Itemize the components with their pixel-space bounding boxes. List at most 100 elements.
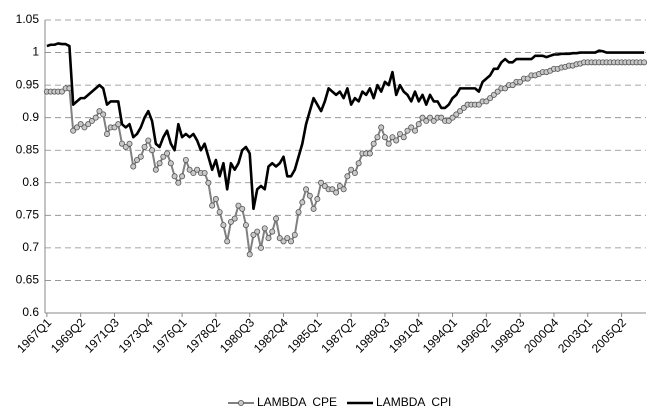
series-marker [502,85,509,92]
series-marker [381,134,388,141]
series-marker [490,91,497,98]
legend: LAMBDA CPE LAMBDA CPI [228,395,451,409]
x-tick-label: 2003Q1 [555,315,595,355]
x-tick-label: 1971Q3 [82,315,122,355]
series-marker [378,124,385,131]
series-marker [321,183,328,190]
series-marker [419,114,426,121]
series-marker [393,137,400,144]
series-marker [288,238,295,245]
series-marker [487,95,494,102]
series-marker [212,196,219,203]
series-marker [216,209,223,216]
x-tick-label: 1976Q1 [149,315,189,355]
series-marker [182,156,189,163]
series-marker [134,156,141,163]
y-tick-label: 0.75 [16,208,40,222]
series-marker [524,75,531,82]
series-marker [445,117,452,124]
x-tick-label: 1998Q3 [487,315,527,355]
series-marker [137,153,144,160]
y-tick-label: 1.05 [16,12,40,26]
series-marker [329,186,336,193]
series-marker [115,121,122,128]
series-marker [517,78,524,85]
x-tick-label: 1967Q1 [14,315,54,355]
series-marker [295,209,302,216]
series-marker [355,160,362,167]
series-marker [404,127,411,134]
series-marker [449,114,456,121]
series-marker [457,108,464,115]
series-marker [291,231,298,238]
series-marker [494,88,501,95]
x-tick-label: 1991Q4 [386,315,426,355]
series-marker [164,150,171,157]
legend-label: LAMBDA CPE [257,395,337,409]
series-marker [276,235,283,242]
x-tick-label: 1982Q4 [251,315,291,355]
series-marker [224,238,231,245]
x-tick-label: 1978Q2 [183,315,223,355]
series-marker [156,160,163,167]
y-tick-label: 1 [32,45,39,59]
series-marker [427,114,434,121]
series-marker [130,163,137,170]
series-marker [374,134,381,141]
series-marker [220,222,227,229]
series-marker [273,215,280,222]
x-tick-label: 1996Q2 [454,315,494,355]
legend-marker [237,399,244,406]
series-marker [73,124,80,131]
series-marker [336,183,343,190]
series-marker [340,186,347,193]
x-tick-label: 1987Q2 [318,315,358,355]
series-marker [160,153,167,160]
x-tick-label: 1985Q1 [285,315,325,355]
series-marker [149,147,156,154]
series-marker [81,124,88,131]
series-marker [280,238,287,245]
series-marker [100,111,107,118]
x-tick-label: 1994Q1 [420,315,460,355]
series-marker [411,127,418,134]
series-marker [111,124,118,131]
series-marker [261,225,268,232]
series-marker [201,170,208,177]
series-marker [303,186,310,193]
series-marker [351,170,358,177]
series-marker [103,130,110,137]
series-marker [408,124,415,131]
y-tick-label: 0.6 [22,305,39,319]
series-marker [96,108,103,115]
legend-label: LAMBDA CPI [376,395,451,409]
series-marker [119,140,126,147]
series-marker [179,173,186,180]
series-marker [641,59,648,66]
series-marker [85,121,92,128]
series-marker [400,134,407,141]
series-marker [284,235,291,242]
series-marker [235,202,242,209]
series-marker [227,218,234,225]
series-marker [333,189,340,196]
x-tick-label: 1980Q3 [217,315,257,355]
series-line [46,42,645,211]
series-marker [122,143,129,150]
series-marker [254,228,261,235]
series-marker [141,143,148,150]
y-tick-label: 0.8 [22,175,39,189]
series-marker [460,104,467,111]
series-marker [88,117,95,124]
series-marker [389,134,396,141]
series-marker [314,196,321,203]
series-marker [205,179,212,186]
series-marker [423,117,430,124]
series-marker [370,140,377,147]
y-tick-label: 0.95 [16,77,40,91]
series-marker [175,179,182,186]
series-marker [396,130,403,137]
series-marker [366,150,373,157]
series-marker [186,166,193,173]
series-marker [194,166,201,173]
